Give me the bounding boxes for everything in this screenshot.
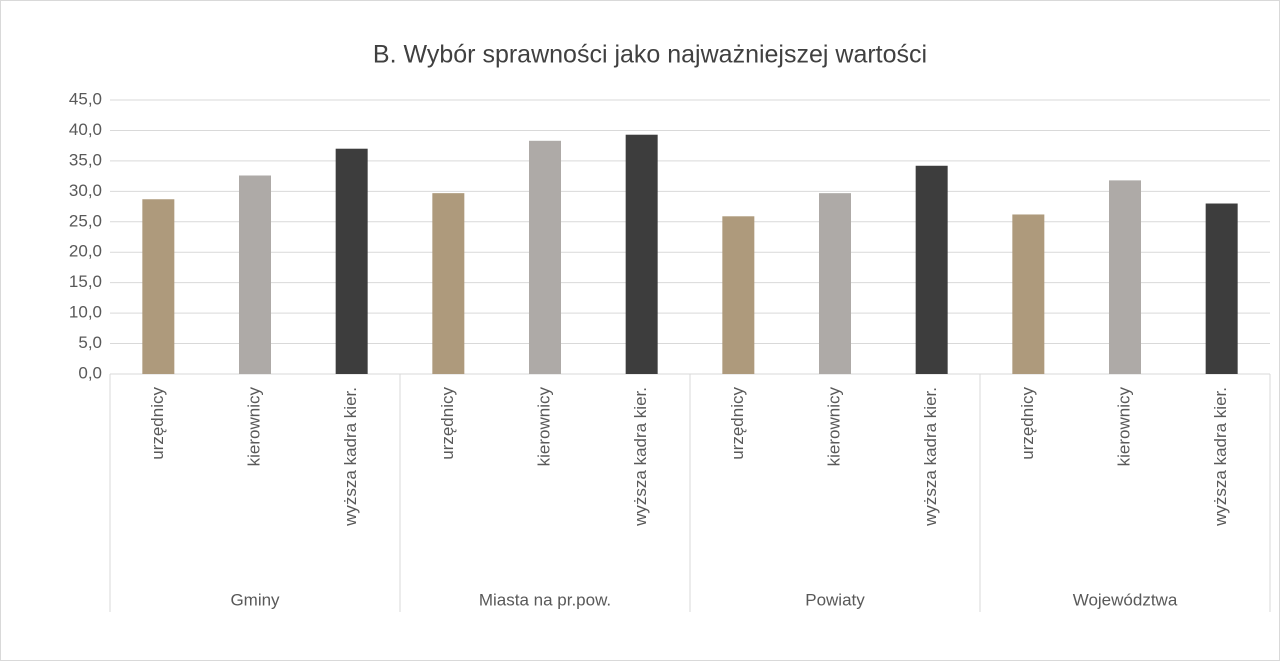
y-tick-label: 0,0 [78, 363, 102, 382]
x-tick-label: urzędnicy [1018, 387, 1037, 460]
x-tick-label: urzędnicy [728, 387, 747, 460]
bar [625, 134, 658, 374]
bar [529, 140, 561, 374]
group-label: Powiaty [805, 590, 865, 609]
y-tick-label: 5,0 [78, 333, 102, 352]
y-tick-label: 45,0 [69, 89, 102, 108]
group-label: Gminy [230, 590, 280, 609]
y-tick-label: 15,0 [69, 272, 102, 291]
x-tick-label: wyższa kadra kier. [1211, 387, 1230, 527]
x-tick-label: wyższa kadra kier. [341, 387, 360, 527]
y-tick-label: 25,0 [69, 211, 102, 230]
x-tick-label: urzędnicy [148, 387, 167, 460]
bar [239, 175, 271, 374]
bar [722, 216, 755, 374]
group-label: Województwa [1073, 590, 1178, 609]
y-tick-label: 30,0 [69, 181, 102, 200]
chart-title: B. Wybór sprawności jako najważniejszej … [373, 41, 927, 69]
y-tick-label: 10,0 [69, 303, 102, 322]
bar [915, 165, 948, 374]
x-tick-label: wyższa kadra kier. [631, 387, 650, 527]
y-tick-label: 20,0 [69, 242, 102, 261]
bar [335, 148, 368, 374]
x-tick-label: kierownicy [824, 387, 843, 467]
x-tick-label: urzędnicy [438, 387, 457, 460]
x-tick-label: wyższa kadra kier. [921, 387, 940, 527]
x-tick-label: kierownicy [1114, 387, 1133, 467]
bar [1109, 180, 1141, 374]
bar [142, 199, 175, 374]
bar [432, 193, 465, 374]
x-tick-label: kierownicy [534, 387, 553, 467]
y-tick-label: 40,0 [69, 120, 102, 139]
group-label: Miasta na pr.pow. [479, 590, 611, 609]
bar [1012, 214, 1045, 374]
y-tick-label: 35,0 [69, 150, 102, 169]
bar [1205, 203, 1238, 374]
x-tick-label: kierownicy [244, 387, 263, 467]
bar [819, 193, 851, 374]
